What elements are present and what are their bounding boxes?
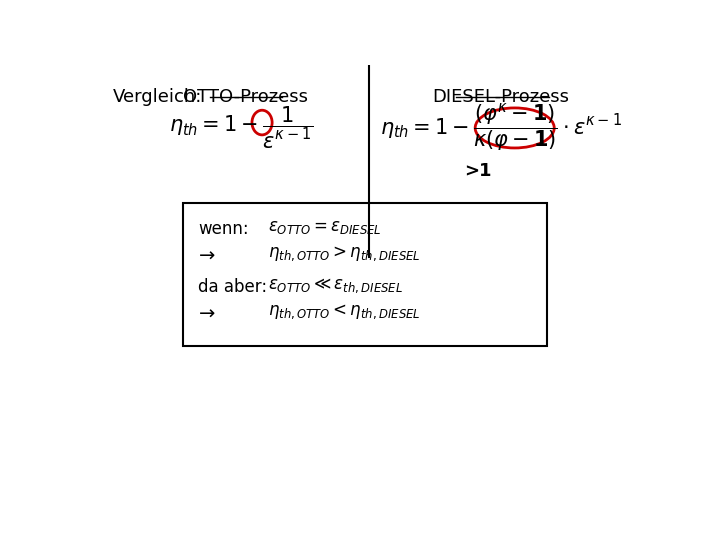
Text: $\eta_{th,OTTO} > \eta_{th,DIESEL}$: $\eta_{th,OTTO} > \eta_{th,DIESEL}$ [269,244,421,263]
Text: OTTO-Prozess: OTTO-Prozess [182,88,307,106]
FancyBboxPatch shape [183,204,547,346]
Text: →: → [199,247,215,266]
Text: $\eta_{th} = 1 - \dfrac{1}{\varepsilon^{\kappa-1}}$: $\eta_{th} = 1 - \dfrac{1}{\varepsilon^{… [169,105,313,151]
Text: $\varepsilon_{OTTO} = \varepsilon_{DIESEL}$: $\varepsilon_{OTTO} = \varepsilon_{DIESE… [269,219,382,236]
Text: Vergleich:: Vergleich: [113,88,202,106]
Text: DIESEL-Prozess: DIESEL-Prozess [432,88,570,106]
Text: $\varepsilon_{OTTO} \ll \varepsilon_{th,DIESEL}$: $\varepsilon_{OTTO} \ll \varepsilon_{th,… [269,276,403,295]
Text: →: → [199,305,215,324]
Text: $\eta_{th,OTTO} < \eta_{th,DIESEL}$: $\eta_{th,OTTO} < \eta_{th,DIESEL}$ [269,302,421,321]
Text: $\eta_{th} = 1 - \dfrac{(\varphi^{\kappa}-\mathbf{1})}{\kappa(\varphi - \mathbf{: $\eta_{th} = 1 - \dfrac{(\varphi^{\kappa… [379,102,621,154]
Text: >1: >1 [464,162,491,180]
Text: da aber:: da aber: [199,278,268,296]
Text: wenn:: wenn: [199,220,249,238]
